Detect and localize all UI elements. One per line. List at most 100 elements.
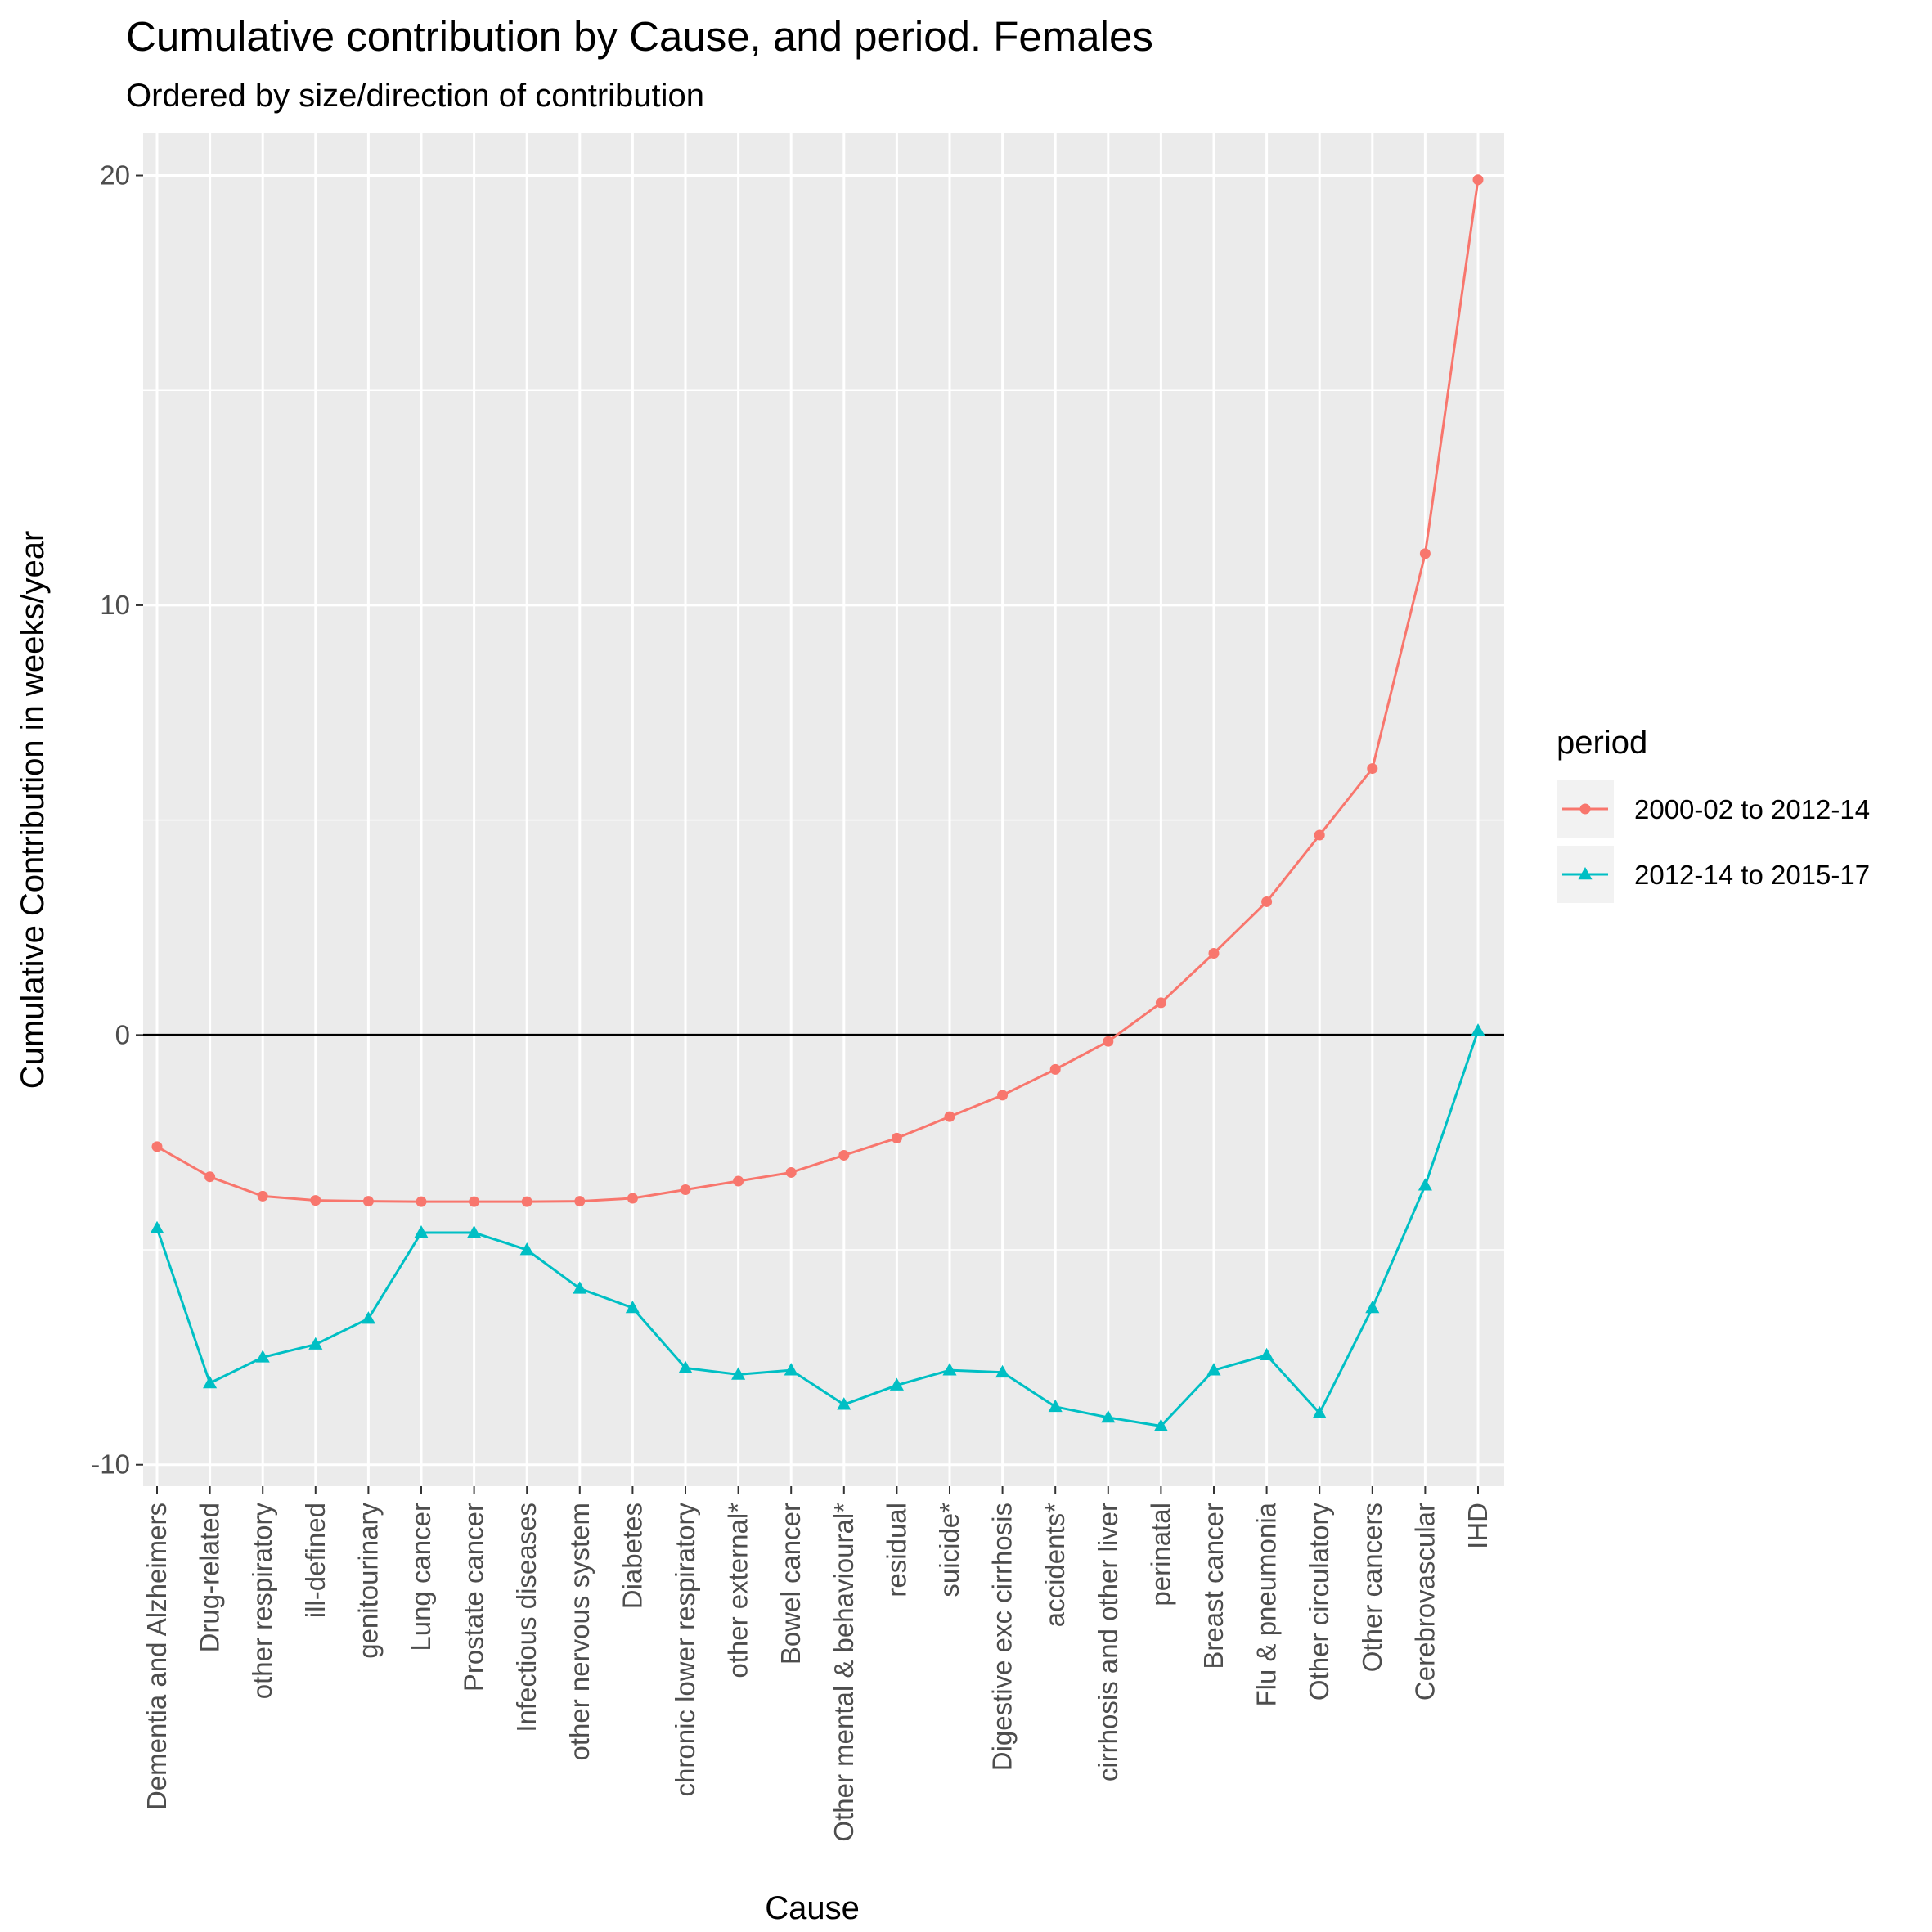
x-tick-label: Digestive exc cirrhosis [987,1503,1018,1771]
data-point-triangle [942,1363,957,1376]
legend-label: 2000-02 to 2012-14 [1634,794,1870,824]
legend-title: period [1557,725,1647,761]
data-point-circle [574,1196,586,1207]
chart-subtitle: Ordered by size/direction of contributio… [126,78,704,114]
x-tick-label: perinatal [1145,1503,1175,1606]
data-point-circle [1155,997,1166,1009]
x-tick-label: other nervous system [564,1503,595,1760]
data-point-circle [1419,548,1431,559]
data-point-triangle [731,1367,746,1380]
x-tick-label: residual [881,1503,911,1597]
data-point-triangle [1471,1023,1485,1036]
data-point-circle [680,1184,691,1195]
data-point-circle [891,1132,902,1143]
data-point-circle [944,1111,955,1122]
data-point-triangle [889,1377,904,1391]
x-axis-title: Cause [765,1890,860,1926]
x-tick-label: genitourinary [353,1503,383,1659]
data-point-triangle [308,1337,323,1350]
x-tick-label: chronic lower respiratory [670,1503,700,1797]
grid [143,133,1504,1486]
x-tick-label: Other mental & behavioural* [829,1503,859,1842]
data-point-circle [310,1195,321,1206]
data-point-triangle [255,1350,270,1363]
y-axis: -10 0 10 20 [91,160,143,1480]
legend-key-circle [1579,803,1591,815]
data-point-circle [469,1196,480,1207]
data-point-triangle [837,1397,851,1410]
x-tick-label: other respiratory [247,1503,277,1700]
x-axis: Dementia and Alzheimers Drug-related other… [142,1486,1493,1842]
data-point-triangle [1260,1347,1274,1361]
x-tick-label: Prostate cancer [459,1503,489,1692]
series-line [156,179,1480,1203]
y-tick-label: 0 [115,1019,130,1049]
y-tick-label: -10 [91,1449,130,1480]
y-tick-label: 20 [100,160,130,191]
data-point-triangle [995,1364,1010,1378]
data-point-triangle [625,1300,640,1314]
y-tick-label: 10 [100,590,130,620]
data-point-triangle [467,1225,482,1238]
data-point-circle [627,1193,638,1204]
data-point-triangle [414,1225,429,1238]
data-point-circle [1367,763,1378,775]
data-point-circle [204,1171,216,1183]
plot-panel [143,133,1504,1486]
legend-key-triangle [1578,867,1593,880]
data-point-triangle [203,1375,218,1389]
x-tick-label: Drug-related [195,1503,225,1652]
x-tick-label: Diabetes [617,1503,647,1609]
data-point-circle [1314,829,1325,841]
data-point-circle [1472,174,1484,186]
data-point-circle [1261,896,1273,907]
x-tick-label: Breast cancer [1198,1503,1229,1669]
data-point-circle [997,1090,1009,1101]
chart-title: Cumulative contribution by Cause, and pe… [126,13,1153,60]
data-point-circle [521,1196,532,1207]
data-point-circle [257,1190,268,1202]
x-tick-label: Other cancers [1357,1503,1387,1672]
x-tick-label: cirrhosis and other liver [1093,1503,1123,1781]
series-layer [150,174,1485,1431]
data-point-triangle [678,1360,693,1373]
data-point-circle [151,1141,163,1152]
data-point-triangle [1312,1405,1327,1418]
data-point-triangle [1101,1409,1116,1423]
x-tick-label: Cerebrovascular [1409,1503,1440,1701]
data-point-circle [362,1196,374,1207]
data-point-circle [733,1175,744,1187]
data-point-circle [1049,1063,1061,1075]
data-point-triangle [1153,1418,1168,1431]
data-point-circle [1103,1036,1114,1047]
data-point-circle [416,1196,427,1207]
x-tick-label: Dementia and Alzheimers [142,1503,172,1810]
series-1 [151,174,1484,1207]
data-point-triangle [361,1311,375,1324]
x-tick-label: other external* [723,1503,753,1678]
data-point-triangle [1206,1363,1221,1376]
data-point-triangle [1418,1178,1432,1191]
data-point-triangle [1048,1399,1063,1413]
x-tick-label: accidents* [1040,1503,1070,1627]
x-tick-label: Other circulatory [1304,1503,1334,1701]
y-axis-title: Cumulative Contribution in weeks/year [15,531,51,1090]
x-tick-label: Bowel cancer [775,1503,806,1665]
x-tick-label: Flu & pneumonia [1251,1502,1282,1706]
x-tick-label: ill-defined [300,1503,330,1618]
x-tick-label: Lung cancer [406,1503,436,1651]
data-point-triangle [573,1281,587,1294]
data-point-circle [785,1166,797,1178]
legend: period 2000-02 to 2012-14 2012-14 to 2015… [1557,725,1870,903]
data-point-triangle [1365,1300,1380,1314]
x-tick-label: Infectious diseases [511,1503,541,1732]
series-line [155,1030,1480,1428]
data-point-triangle [150,1220,164,1234]
data-point-circle [1208,948,1220,959]
data-point-circle [838,1149,850,1161]
x-tick-label: IHD [1462,1503,1493,1549]
x-tick-label: suicide* [934,1503,964,1597]
series-2 [150,1023,1485,1431]
data-point-triangle [519,1242,534,1256]
